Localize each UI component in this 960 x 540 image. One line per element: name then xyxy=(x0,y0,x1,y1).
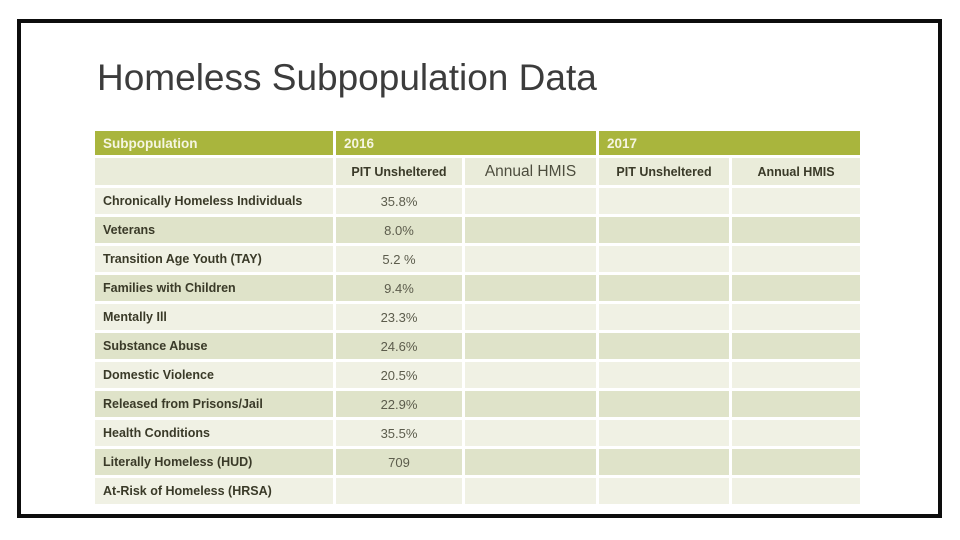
cell-pit-2017 xyxy=(599,362,730,388)
cell-hmis-2017 xyxy=(732,246,861,272)
cell-pit-2017 xyxy=(599,304,730,330)
cell-hmis-2017 xyxy=(732,478,861,504)
row-label: Veterans xyxy=(95,217,333,243)
cell-pit-2017 xyxy=(599,420,730,446)
cell-hmis-2016 xyxy=(465,362,597,388)
subheader-pit-2017: PIT Unsheltered xyxy=(599,158,730,185)
table-row-transition-age-youth: Transition Age Youth (TAY) 5.2 % xyxy=(95,246,861,272)
cell-hmis-2016 xyxy=(465,275,597,301)
cell-hmis-2017 xyxy=(732,333,861,359)
cell-hmis-2016 xyxy=(465,188,597,214)
cell-pit-2016: 35.8% xyxy=(336,188,462,214)
table-row-chronically-homeless: Chronically Homeless Individuals 35.8% xyxy=(95,188,861,214)
subpopulation-table: Subpopulation 2016 2017 PIT Unsheltered … xyxy=(92,128,863,507)
cell-pit-2017 xyxy=(599,391,730,417)
table-row-veterans: Veterans 8.0% xyxy=(95,217,861,243)
cell-hmis-2016 xyxy=(465,217,597,243)
subheader-hmis-2016: Annual HMIS xyxy=(465,158,597,185)
cell-hmis-2016 xyxy=(465,449,597,475)
row-label: Substance Abuse xyxy=(95,333,333,359)
cell-hmis-2017 xyxy=(732,449,861,475)
cell-pit-2017 xyxy=(599,275,730,301)
col-header-2017: 2017 xyxy=(599,131,861,155)
cell-pit-2016: 9.4% xyxy=(336,275,462,301)
table-subheader-row: PIT Unsheltered Annual HMIS PIT Unshelte… xyxy=(95,158,861,185)
cell-hmis-2016 xyxy=(465,333,597,359)
cell-hmis-2017 xyxy=(732,217,861,243)
col-header-subpopulation: Subpopulation xyxy=(95,131,333,155)
cell-pit-2017 xyxy=(599,217,730,243)
table-row-health-conditions: Health Conditions 35.5% xyxy=(95,420,861,446)
cell-hmis-2017 xyxy=(732,304,861,330)
cell-pit-2016: 20.5% xyxy=(336,362,462,388)
cell-pit-2016 xyxy=(336,478,462,504)
cell-hmis-2016 xyxy=(465,304,597,330)
row-label: Transition Age Youth (TAY) xyxy=(95,246,333,272)
cell-pit-2016: 8.0% xyxy=(336,217,462,243)
row-label: At-Risk of Homeless (HRSA) xyxy=(95,478,333,504)
table-row-released-from-prisons: Released from Prisons/Jail 22.9% xyxy=(95,391,861,417)
slide-title: Homeless Subpopulation Data xyxy=(97,57,597,98)
table-header-row: Subpopulation 2016 2017 xyxy=(95,131,861,155)
cell-hmis-2017 xyxy=(732,420,861,446)
cell-pit-2017 xyxy=(599,246,730,272)
col-header-2016: 2016 xyxy=(336,131,597,155)
table-row-domestic-violence: Domestic Violence 20.5% xyxy=(95,362,861,388)
table-row-literally-homeless: Literally Homeless (HUD) 709 xyxy=(95,449,861,475)
cell-hmis-2016 xyxy=(465,246,597,272)
subheader-hmis-2017: Annual HMIS xyxy=(732,158,861,185)
cell-pit-2016: 709 xyxy=(336,449,462,475)
row-label: Mentally Ill xyxy=(95,304,333,330)
cell-pit-2016: 24.6% xyxy=(336,333,462,359)
subheader-pit-2016: PIT Unsheltered xyxy=(336,158,462,185)
row-label: Families with Children xyxy=(95,275,333,301)
cell-pit-2017 xyxy=(599,333,730,359)
cell-pit-2017 xyxy=(599,478,730,504)
cell-hmis-2017 xyxy=(732,188,861,214)
cell-hmis-2017 xyxy=(732,362,861,388)
subheader-blank-cell xyxy=(95,158,333,185)
row-label: Literally Homeless (HUD) xyxy=(95,449,333,475)
table-row-families-with-children: Families with Children 9.4% xyxy=(95,275,861,301)
cell-pit-2016: 22.9% xyxy=(336,391,462,417)
table-row-at-risk-of-homeless: At-Risk of Homeless (HRSA) xyxy=(95,478,861,504)
row-label: Released from Prisons/Jail xyxy=(95,391,333,417)
cell-pit-2017 xyxy=(599,449,730,475)
row-label: Health Conditions xyxy=(95,420,333,446)
cell-hmis-2016 xyxy=(465,391,597,417)
cell-hmis-2017 xyxy=(732,391,861,417)
cell-hmis-2016 xyxy=(465,420,597,446)
cell-pit-2016: 5.2 % xyxy=(336,246,462,272)
row-label: Domestic Violence xyxy=(95,362,333,388)
cell-hmis-2016 xyxy=(465,478,597,504)
cell-pit-2016: 23.3% xyxy=(336,304,462,330)
cell-pit-2017 xyxy=(599,188,730,214)
cell-hmis-2017 xyxy=(732,275,861,301)
row-label: Chronically Homeless Individuals xyxy=(95,188,333,214)
cell-pit-2016: 35.5% xyxy=(336,420,462,446)
table-row-mentally-ill: Mentally Ill 23.3% xyxy=(95,304,861,330)
table-row-substance-abuse: Substance Abuse 24.6% xyxy=(95,333,861,359)
